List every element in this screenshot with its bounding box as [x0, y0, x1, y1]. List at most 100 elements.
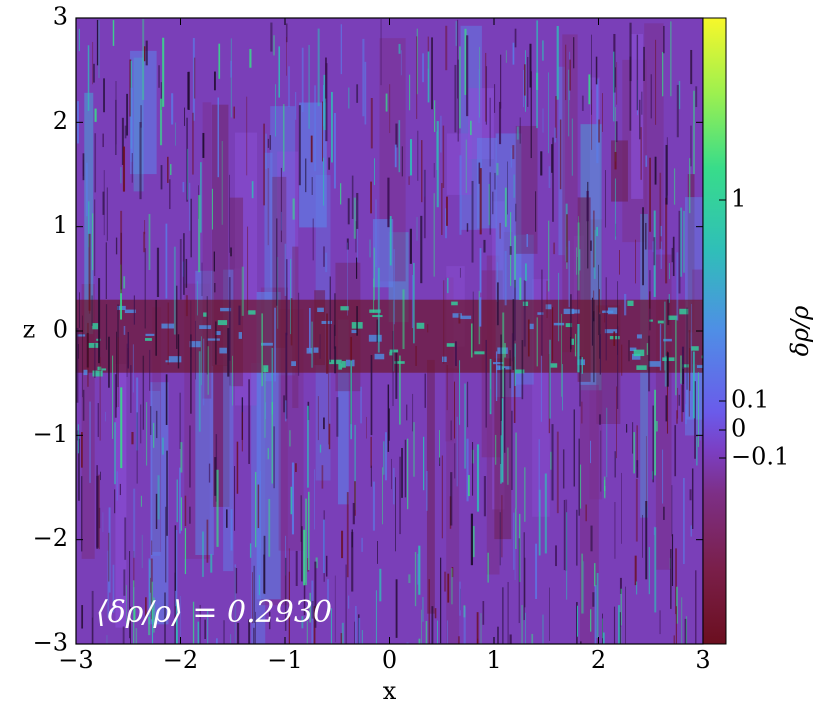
heat-streak: [556, 431, 559, 514]
heat-streak: [307, 491, 310, 571]
heat-streak: [347, 198, 350, 225]
heat-streak: [258, 575, 260, 596]
heat-streak: [350, 360, 353, 440]
midplane-feature: [649, 319, 653, 322]
heat-streak: [489, 97, 491, 167]
midplane-feature: [631, 353, 641, 360]
heat-streak: [165, 223, 168, 299]
heat-streak: [568, 69, 570, 137]
heat-streak: [253, 627, 255, 644]
heat-streak: [525, 612, 526, 644]
midplane-feature: [679, 308, 689, 315]
heat-streak: [112, 355, 114, 439]
heat-region: [589, 77, 600, 221]
heat-streak: [458, 313, 461, 324]
heat-streak: [446, 365, 448, 411]
heat-streak: [399, 456, 401, 535]
heat-streak: [150, 406, 152, 435]
heat-streak: [319, 444, 322, 453]
heat-streak: [531, 633, 534, 644]
heat-streak: [77, 438, 80, 501]
heat-streak: [394, 144, 397, 168]
heat-streak: [290, 486, 293, 515]
heat-streak: [570, 336, 572, 353]
heat-streak: [295, 550, 298, 586]
heat-streak: [81, 476, 83, 552]
heat-streak: [123, 276, 126, 289]
heat-streak: [659, 225, 662, 237]
heat-streak: [309, 307, 311, 353]
heat-streak: [188, 182, 191, 231]
heat-streak: [527, 56, 529, 107]
heat-streak: [98, 278, 101, 364]
heat-streak: [315, 557, 318, 569]
heat-streak: [123, 569, 126, 596]
heat-streak: [312, 218, 314, 261]
heat-streak: [549, 587, 550, 641]
heat-streak: [377, 267, 380, 353]
heat-streak: [189, 425, 191, 488]
heat-streak: [248, 619, 250, 644]
heat-streak: [285, 23, 288, 43]
heat-streak: [88, 233, 91, 311]
heat-streak: [642, 207, 644, 286]
colorbar-label: δρ/ρ: [786, 306, 814, 357]
midplane-feature: [493, 362, 504, 365]
heat-streak: [161, 437, 164, 455]
heat-streak: [450, 472, 453, 526]
heat-streak: [81, 605, 84, 629]
heat-streak: [373, 278, 375, 313]
heat-streak: [133, 580, 135, 644]
heat-streak: [554, 127, 556, 143]
heat-streak: [635, 581, 638, 595]
heat-streak: [353, 197, 356, 239]
heat-streak: [420, 215, 423, 284]
heat-streak: [585, 504, 587, 522]
heat-streak: [309, 592, 311, 623]
heat-streak: [311, 177, 313, 195]
midplane-feature: [168, 356, 182, 363]
midplane-feature: [602, 310, 614, 314]
heat-streak: [409, 74, 411, 111]
heat-streak: [288, 66, 290, 108]
midplane-feature: [636, 365, 647, 370]
heat-streak: [482, 601, 485, 625]
heat-region: [631, 34, 644, 199]
heat-streak: [456, 416, 458, 487]
heat-streak: [536, 317, 538, 367]
midplane-feature: [389, 351, 393, 356]
heat-streak: [593, 299, 595, 383]
heat-streak: [666, 351, 669, 434]
heat-streak: [148, 214, 151, 270]
heat-streak: [470, 323, 473, 358]
heat-streak: [643, 46, 645, 81]
heat-streak: [156, 247, 160, 298]
heat-streak: [546, 280, 548, 319]
heat-streak: [198, 351, 201, 432]
heat-streak: [120, 387, 123, 469]
heat-streak: [347, 242, 348, 316]
heat-streak: [105, 411, 106, 422]
x-tick-label: −2: [163, 646, 198, 674]
heat-streak: [401, 146, 403, 177]
heat-streak: [270, 22, 273, 52]
heat-streak: [494, 172, 496, 190]
heat-streak: [673, 635, 675, 644]
heat-streak: [464, 383, 467, 469]
heat-streak: [444, 571, 447, 592]
midplane-feature: [97, 366, 102, 371]
heat-streak: [509, 634, 512, 644]
midplane-feature: [701, 355, 703, 359]
heat-streak: [511, 410, 513, 490]
heat-streak: [114, 422, 116, 485]
heat-streak: [184, 528, 187, 575]
heat-streak: [351, 531, 354, 592]
x-tick-label: 3: [695, 646, 710, 674]
heat-streak: [331, 91, 333, 163]
midplane-feature: [696, 365, 703, 368]
heat-region: [277, 151, 299, 310]
heat-streak: [676, 586, 678, 624]
heat-streak: [180, 497, 182, 531]
heat-streak: [213, 251, 215, 272]
